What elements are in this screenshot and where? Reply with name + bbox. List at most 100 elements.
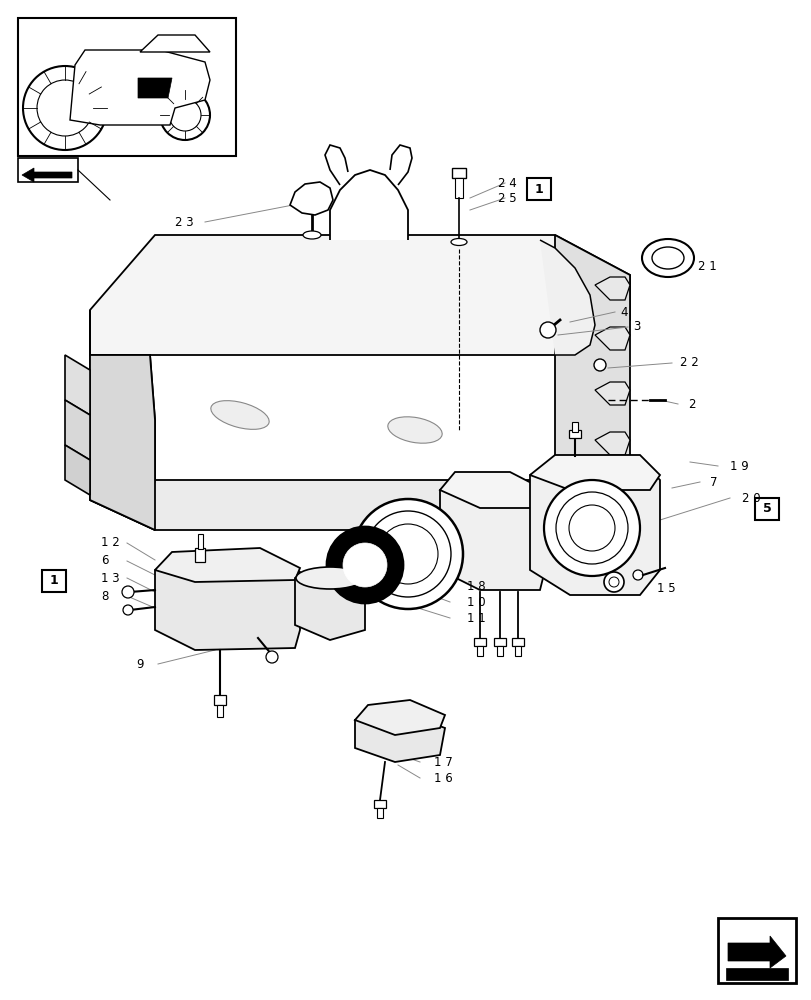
Text: 8: 8: [101, 589, 108, 602]
Text: 1 9: 1 9: [729, 460, 748, 473]
Text: 2 1: 2 1: [697, 260, 716, 273]
Polygon shape: [90, 455, 629, 530]
Bar: [526, 178, 551, 200]
Text: 1 0: 1 0: [466, 595, 485, 608]
Polygon shape: [389, 145, 411, 185]
Bar: [374, 800, 385, 808]
Circle shape: [539, 322, 556, 338]
Bar: [214, 695, 225, 705]
Polygon shape: [440, 472, 544, 508]
Ellipse shape: [651, 247, 683, 269]
Ellipse shape: [211, 401, 268, 429]
Bar: [198, 534, 203, 549]
Ellipse shape: [303, 231, 320, 239]
Bar: [496, 646, 502, 656]
Bar: [512, 638, 523, 646]
Polygon shape: [530, 460, 659, 595]
Text: 2 4: 2 4: [497, 177, 516, 190]
Polygon shape: [594, 277, 629, 300]
Polygon shape: [65, 355, 90, 415]
Bar: [717, 918, 795, 983]
Text: 1 2: 1 2: [101, 536, 119, 550]
Circle shape: [353, 499, 462, 609]
Bar: [42, 570, 66, 592]
Circle shape: [327, 527, 402, 603]
Circle shape: [122, 605, 133, 615]
Text: 9: 9: [135, 658, 144, 670]
Polygon shape: [554, 235, 629, 480]
Polygon shape: [138, 78, 172, 98]
Polygon shape: [139, 35, 210, 52]
Ellipse shape: [642, 239, 693, 277]
Circle shape: [608, 577, 618, 587]
Circle shape: [169, 99, 201, 131]
Bar: [754, 498, 778, 520]
Text: 2 2: 2 2: [679, 357, 698, 369]
Polygon shape: [354, 700, 444, 735]
Polygon shape: [155, 548, 299, 582]
Polygon shape: [530, 455, 659, 490]
Polygon shape: [70, 50, 210, 125]
Bar: [376, 808, 383, 818]
Polygon shape: [594, 382, 629, 405]
Bar: [195, 548, 204, 562]
Polygon shape: [65, 445, 90, 495]
Text: 1 8: 1 8: [466, 580, 485, 592]
Circle shape: [37, 80, 93, 136]
Polygon shape: [594, 432, 629, 455]
Circle shape: [122, 586, 134, 598]
Bar: [569, 430, 581, 438]
Text: 4: 4: [620, 306, 627, 318]
Bar: [18, 158, 78, 182]
Circle shape: [569, 505, 614, 551]
Text: 1 3: 1 3: [101, 572, 119, 584]
Circle shape: [160, 90, 210, 140]
Polygon shape: [725, 968, 787, 980]
Text: 3: 3: [633, 320, 640, 334]
Polygon shape: [90, 235, 629, 355]
Text: 7: 7: [709, 476, 717, 488]
Text: 1 6: 1 6: [433, 772, 453, 784]
Bar: [514, 646, 521, 656]
Polygon shape: [329, 170, 407, 240]
Circle shape: [556, 492, 627, 564]
Circle shape: [594, 359, 605, 371]
Polygon shape: [155, 558, 299, 650]
Ellipse shape: [296, 567, 363, 589]
Text: 2: 2: [687, 397, 695, 410]
Polygon shape: [440, 475, 544, 590]
Circle shape: [633, 570, 642, 580]
Polygon shape: [65, 400, 90, 460]
Circle shape: [342, 543, 387, 587]
Polygon shape: [324, 145, 348, 185]
Circle shape: [378, 524, 437, 584]
Text: 1 5: 1 5: [656, 582, 675, 594]
Text: 2 3: 2 3: [175, 216, 193, 229]
Polygon shape: [594, 327, 629, 350]
Bar: [571, 422, 577, 432]
Circle shape: [543, 480, 639, 576]
Polygon shape: [90, 355, 155, 530]
Polygon shape: [294, 568, 365, 640]
Circle shape: [266, 651, 277, 663]
Bar: [474, 638, 486, 646]
Ellipse shape: [388, 417, 442, 443]
Text: 2 5: 2 5: [497, 192, 516, 205]
Polygon shape: [90, 310, 155, 530]
Text: 5: 5: [762, 502, 770, 516]
Bar: [476, 646, 483, 656]
Bar: [493, 638, 505, 646]
Polygon shape: [22, 168, 72, 182]
Polygon shape: [290, 182, 333, 215]
Text: 1: 1: [49, 574, 58, 587]
Polygon shape: [727, 936, 785, 968]
Text: 1 7: 1 7: [433, 756, 453, 768]
Ellipse shape: [450, 238, 466, 245]
Text: 1: 1: [534, 183, 543, 196]
Bar: [454, 178, 462, 198]
Text: 1 1: 1 1: [466, 611, 485, 624]
Text: 2 0: 2 0: [741, 491, 760, 504]
Bar: [452, 168, 466, 178]
Bar: [217, 705, 223, 717]
Polygon shape: [539, 240, 594, 355]
